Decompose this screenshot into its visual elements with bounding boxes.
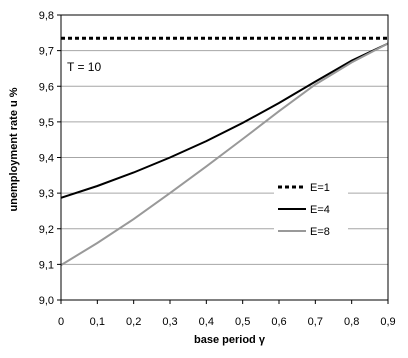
plot-area-frame xyxy=(60,14,389,301)
x-tick-label: 0,6 xyxy=(271,316,286,328)
x-tick-label: 0,4 xyxy=(199,316,214,328)
y-tick-label: 9,1 xyxy=(39,259,54,271)
y-tick-label: 9,6 xyxy=(39,81,54,93)
legend-label: E=4 xyxy=(310,204,330,216)
annotation-text: T = 10 xyxy=(67,60,101,74)
x-axis-title: base period γ xyxy=(194,334,266,346)
y-tick-label: 9,3 xyxy=(39,188,54,200)
x-tick-label: 0,2 xyxy=(126,316,141,328)
legend-label: E=8 xyxy=(310,226,330,238)
legend-label: E=1 xyxy=(310,182,330,194)
x-tick-label: 0,5 xyxy=(235,316,250,328)
y-tick-label: 9,2 xyxy=(39,224,54,236)
legend: E=1 E=4 E=8 xyxy=(274,176,348,239)
series-lines xyxy=(60,36,389,266)
series-line-e8 xyxy=(60,42,389,266)
gridlines xyxy=(61,50,388,265)
y-tick-labels: 9,0 9,1 9,2 9,3 9,4 9,5 9,6 9,7 9,8 xyxy=(39,10,61,307)
x-tick-label: 0,1 xyxy=(90,316,105,328)
y-tick-label: 9,8 xyxy=(39,10,54,22)
x-tick-label: 0,3 xyxy=(162,316,177,328)
y-tick-label: 9,7 xyxy=(39,46,54,58)
x-tick-label: 0,9 xyxy=(380,316,395,328)
x-tick-label: 0,7 xyxy=(308,316,323,328)
y-tick-label: 9,5 xyxy=(39,117,54,129)
x-tick-label: 0,8 xyxy=(344,316,359,328)
x-tick-labels: 0 0,1 0,2 0,3 0,4 0,5 0,6 0,7 0,8 0,9 xyxy=(58,300,396,328)
x-tick-label: 0 xyxy=(58,316,64,328)
y-tick-label: 9,4 xyxy=(39,153,54,165)
y-axis-title: unemployment rate u % xyxy=(8,87,20,211)
series-line-e4 xyxy=(60,42,389,199)
y-tick-label: 9,0 xyxy=(39,295,54,307)
